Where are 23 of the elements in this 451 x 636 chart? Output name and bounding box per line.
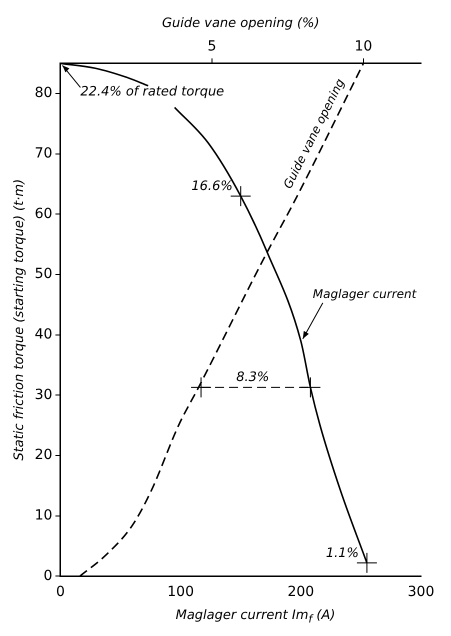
annotation: 1.1% xyxy=(326,546,359,561)
x-tick-label: 100 xyxy=(167,584,194,600)
y-tick-label: 60 xyxy=(34,206,52,222)
text: Maglager current xyxy=(312,287,418,302)
annotation: 16.6% xyxy=(191,179,233,194)
x-axis-title: Maglager current Im$_{f}$ (A) xyxy=(174,608,336,626)
y-tick-label: 70 xyxy=(34,146,52,162)
y-axis-title: Static friction torque (starting torque) (t·m) xyxy=(12,178,28,461)
y-tick-label: 30 xyxy=(34,386,52,403)
y-tick-label: 50 xyxy=(34,266,52,282)
x-tick-label: 200 xyxy=(287,584,314,600)
annotation: 22.4% of rated torque xyxy=(80,84,224,100)
y-tick-label: 20 xyxy=(34,447,52,464)
x-tick-label: 0 xyxy=(56,584,65,600)
y-tick-label: 80 xyxy=(34,85,52,102)
x2-tick-label: 5 xyxy=(207,38,216,55)
y-tick-label: 0 xyxy=(43,568,52,584)
annotation: 8.3% xyxy=(236,370,270,386)
x-tick-label: 300 xyxy=(408,584,434,600)
x2-tick-label: 10 xyxy=(354,38,372,55)
x2-axis-title: Guide vane opening (%) xyxy=(162,16,320,32)
y-tick-label: 40 xyxy=(34,326,52,343)
y-tick-label: 10 xyxy=(34,508,52,524)
